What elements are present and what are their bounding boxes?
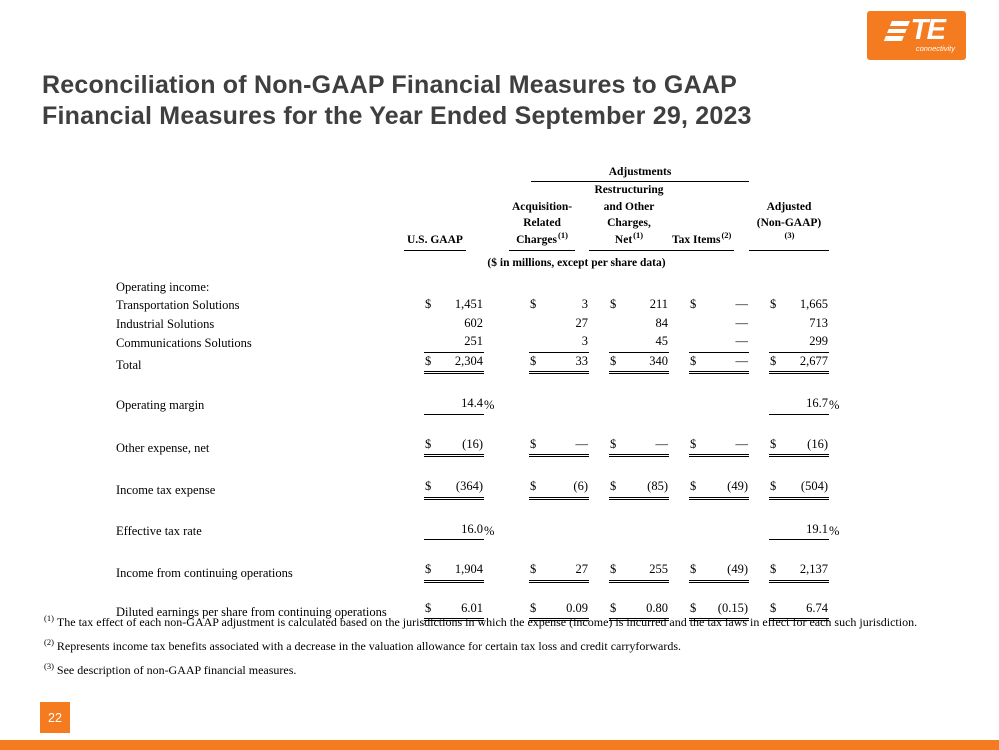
row-label: Transportation Solutions [116, 298, 240, 313]
column-header-restructuring-charges: Restructuring and Other Charges, Net(1) [589, 182, 669, 251]
cell-us-gaap: 602 [464, 315, 483, 330]
footnotes: (1) The tax effect of each non-GAAP adjus… [44, 613, 959, 684]
logo-tagline: connectivity [915, 44, 955, 53]
cell-adjusted: $6.74 [749, 583, 829, 622]
cell-us-gaap: $1,451 [425, 297, 483, 312]
column-header-acquisition-charges: Acquisition- Related Charges(1) [509, 182, 589, 251]
cell-acquisition: $ — [509, 415, 589, 458]
cell-us-gaap: $2,304 [404, 353, 484, 375]
slide-title: Reconciliation of Non-GAAP Financial Mea… [42, 70, 752, 132]
cell-acquisition: 27 [575, 315, 589, 330]
adjustments-header-row: Adjustments [116, 164, 854, 183]
cell-us-gaap: $ (16) [404, 415, 484, 458]
row-label: Effective tax rate [116, 523, 202, 538]
logo-mark: TE [867, 11, 966, 45]
page-number-badge: 22 [40, 702, 70, 733]
reconciliation-table: Adjustments U.S. GAAP Acquisition- Relat… [116, 164, 854, 622]
table-row-income-continuing: Income from continuing operations $1,904… [116, 540, 854, 583]
column-header-row: U.S. GAAP Acquisition- Related Charges(1… [116, 182, 854, 251]
footnote-1: (1) The tax effect of each non-GAAP adjus… [44, 613, 918, 629]
footnote-2: (2) Represents income tax benefits associ… [44, 636, 682, 653]
row-label: Other expense, net [116, 440, 210, 455]
cell-restructuring: $255 [589, 540, 669, 583]
cell-adjusted: 19.1 [749, 500, 829, 541]
row-label: Diluted earnings per share from continui… [116, 604, 387, 619]
row-label: Industrial Solutions [116, 316, 215, 331]
cell-tax-items: $ (0.15) [669, 583, 749, 622]
column-header-adjusted-non-gaap: Adjusted (Non-GAAP)(3) [749, 182, 829, 251]
cell-us-gaap: $6.01 [404, 583, 484, 622]
table-row-communications: Communications Solutions 251 3 45 — 299 [116, 333, 854, 353]
cell-us-gaap: 251 [404, 333, 484, 353]
cell-adjusted: 713 [809, 315, 828, 330]
logo-brand-text: TE [910, 14, 946, 46]
cell-us-gaap: 14.4 [404, 374, 484, 415]
cell-acquisition: 3 [509, 333, 589, 353]
cell-adjusted: $1,665 [770, 297, 828, 312]
table-row-section: Operating income: [116, 279, 854, 297]
cell-adjusted: $ (504) [749, 457, 829, 500]
column-header-us-gaap: U.S. GAAP [404, 182, 484, 251]
cell-acquisition: $3 [530, 297, 588, 312]
table-row-income-tax: Income tax expense $ (364) $ (6) $ (85) $ (4… [116, 457, 854, 500]
cell-restructuring: $340 [589, 353, 669, 375]
cell-us-gaap: $1,904 [404, 540, 484, 583]
cell-restructuring: 45 [589, 333, 669, 353]
cell-acquisition: $ (6) [509, 457, 589, 500]
te-connectivity-logo: TE connectivity [867, 11, 966, 60]
cell-tax-items: $ — [690, 297, 748, 312]
row-label: Income from continuing operations [116, 566, 293, 581]
cell-us-gaap: 16.0 [404, 500, 484, 541]
cell-restructuring: $211 [610, 297, 668, 312]
table-row-other-expense: Other expense, net $ (16) $ — $ — $ — $ (16) [116, 415, 854, 458]
percent-sign: % [829, 398, 840, 413]
percent-sign: % [484, 398, 495, 413]
cell-tax-items: $ (49) [669, 457, 749, 500]
cell-restructuring: $ (85) [589, 457, 669, 500]
cell-us-gaap: $ (364) [404, 457, 484, 500]
row-label: Communications Solutions [116, 336, 252, 351]
column-header-tax-items: Tax Items(2) [669, 182, 749, 251]
cell-restructuring: $ — [589, 415, 669, 458]
units-note-row: ($ in millions, except per share data) [116, 251, 854, 279]
adjustments-header-label: Adjustments [531, 164, 749, 183]
cell-adjusted: $2,677 [749, 353, 829, 375]
percent-sign: % [484, 523, 495, 538]
slide-title-line1: Reconciliation of Non-GAAP Financial Mea… [42, 71, 737, 99]
row-label: Operating margin [116, 398, 205, 413]
cell-tax-items: $ — [669, 353, 749, 375]
row-label: Operating income: [116, 279, 210, 294]
cell-adjusted: 16.7 [749, 374, 829, 415]
cell-restructuring: $0.80 [589, 583, 669, 622]
table-row-effective-tax-rate: Effective tax rate 16.0 % 19.1 % [116, 500, 854, 541]
cell-acquisition: $0.09 [509, 583, 589, 622]
cell-tax-items: $ (49) [669, 540, 749, 583]
cell-adjusted: $2,137 [749, 540, 829, 583]
footer-bar [0, 740, 999, 750]
table-row-diluted-eps: Diluted earnings per share from continui… [116, 583, 854, 622]
slide-title-line2: Financial Measures for the Year Ended Se… [42, 102, 752, 130]
cell-acquisition: $27 [509, 540, 589, 583]
cell-adjusted: $ (16) [749, 415, 829, 458]
cell-adjusted: 299 [749, 333, 829, 353]
row-label: Income tax expense [116, 483, 216, 498]
cell-tax-items: — [735, 315, 749, 330]
cell-tax-items: — [669, 333, 749, 353]
logo-stripes-icon [884, 20, 911, 41]
table-row-transportation: Transportation Solutions $1,451 $3 $211 … [116, 296, 854, 315]
table-row-industrial: Industrial Solutions 602 27 84 — 713 [116, 315, 854, 334]
table-row-total: Total $2,304 $33 $340 $ — $2,677 [116, 353, 854, 375]
cell-restructuring: 84 [655, 315, 669, 330]
table-row-operating-margin: Operating margin 14.4 % 16.7 % [116, 374, 854, 415]
percent-sign: % [829, 523, 840, 538]
cell-acquisition: $33 [509, 353, 589, 375]
cell-tax-items: $ — [669, 415, 749, 458]
adjustments-header-cell: Adjustments [509, 164, 749, 183]
footnote-3: (3) See description of non-GAAP financial… [44, 660, 297, 677]
units-note: ($ in millions, except per share data) [487, 256, 666, 269]
row-label: Total [116, 357, 142, 372]
